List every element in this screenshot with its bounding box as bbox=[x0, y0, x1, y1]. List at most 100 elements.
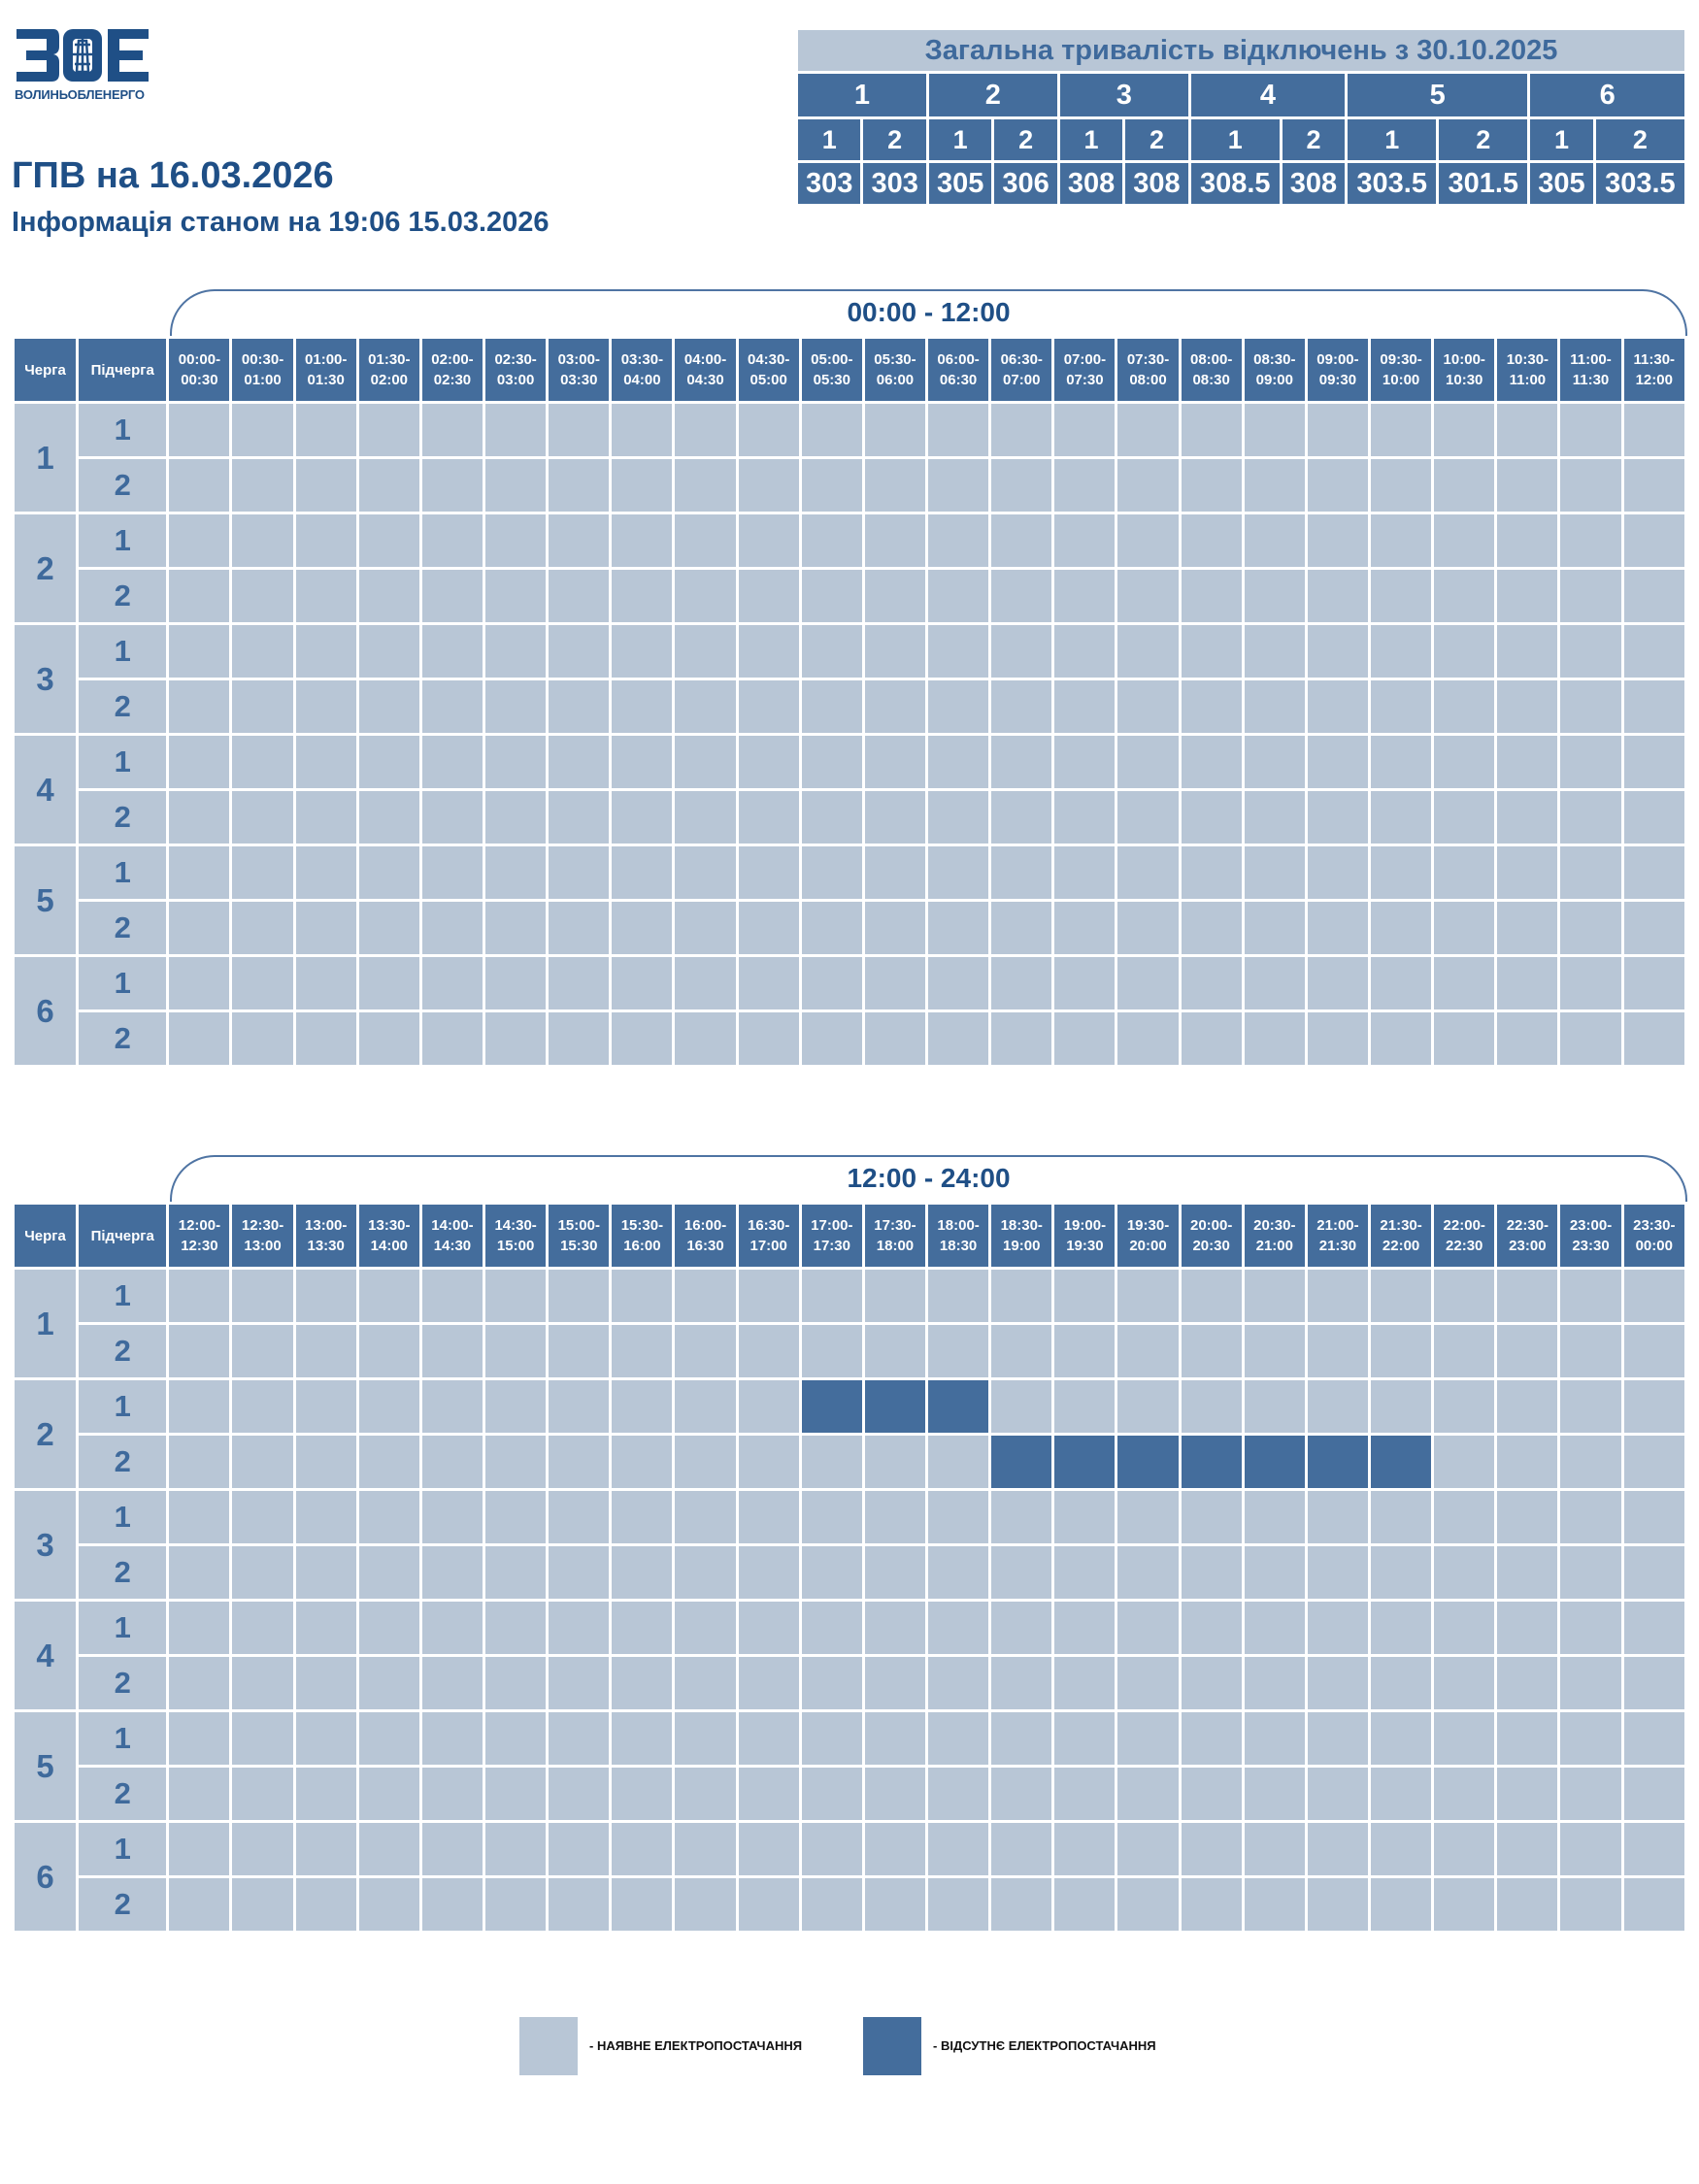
power-on-cell bbox=[1494, 567, 1561, 625]
power-on-cell bbox=[229, 844, 296, 902]
power-on-cell bbox=[355, 1377, 422, 1436]
power-on-cell bbox=[1241, 512, 1308, 570]
power-on-cell bbox=[1431, 899, 1498, 957]
power-on-cell bbox=[1368, 733, 1435, 791]
power-on-cell bbox=[735, 788, 802, 846]
power-on-cell bbox=[1557, 1267, 1624, 1325]
range-label: 00:00 - 12:00 bbox=[847, 297, 1011, 327]
power-on-cell bbox=[1494, 1875, 1561, 1934]
summary-queue-header: 3 bbox=[1056, 71, 1191, 119]
power-on-cell bbox=[672, 1654, 739, 1712]
power-on-cell bbox=[1178, 1377, 1245, 1436]
power-on-cell bbox=[609, 678, 676, 736]
power-on-cell bbox=[1051, 1377, 1118, 1436]
power-on-cell bbox=[1431, 567, 1498, 625]
outage-cell bbox=[1241, 1433, 1308, 1491]
power-on-cell bbox=[925, 1765, 992, 1823]
power-on-cell bbox=[546, 899, 613, 957]
power-on-cell bbox=[1494, 1488, 1561, 1546]
queue-label: 6 bbox=[11, 1820, 80, 1934]
power-on-cell bbox=[1115, 954, 1182, 1012]
queue-label: 3 bbox=[11, 622, 80, 736]
power-on-cell bbox=[672, 954, 739, 1012]
power-on-cell bbox=[1431, 1433, 1498, 1491]
power-on-cell bbox=[1178, 678, 1245, 736]
power-on-cell bbox=[735, 1009, 802, 1068]
summary-queue-header: 2 bbox=[925, 71, 1060, 119]
power-on-cell bbox=[1620, 1820, 1688, 1878]
power-on-cell bbox=[292, 456, 359, 514]
power-on-cell bbox=[1051, 1009, 1118, 1068]
power-on-cell bbox=[1494, 1765, 1561, 1823]
queue-label: 5 bbox=[11, 1709, 80, 1823]
subqueue-label: 2 bbox=[76, 1433, 170, 1491]
power-on-cell bbox=[166, 456, 233, 514]
power-on-cell bbox=[925, 512, 992, 570]
power-on-cell bbox=[418, 844, 486, 902]
time-slot-header: 01:00- 01:30 bbox=[292, 336, 359, 404]
power-on-cell bbox=[1620, 1599, 1688, 1657]
power-on-cell bbox=[1557, 1322, 1624, 1380]
power-on-cell bbox=[1431, 1009, 1498, 1068]
power-on-cell bbox=[166, 899, 233, 957]
queue-label: 2 bbox=[11, 1377, 80, 1491]
time-slot-header: 06:30- 07:00 bbox=[988, 336, 1055, 404]
power-on-cell bbox=[1431, 1599, 1498, 1657]
power-on-cell bbox=[1368, 1765, 1435, 1823]
summary-duration-value: 303 bbox=[860, 160, 929, 207]
power-on-cell bbox=[1431, 1322, 1498, 1380]
power-on-cell bbox=[546, 678, 613, 736]
summary-duration-value: 305 bbox=[925, 160, 995, 207]
power-on-cell bbox=[418, 567, 486, 625]
power-on-cell bbox=[166, 401, 233, 459]
power-on-cell bbox=[355, 1433, 422, 1491]
power-on-cell bbox=[672, 1267, 739, 1325]
power-on-cell bbox=[483, 733, 550, 791]
power-on-cell bbox=[1304, 1009, 1372, 1068]
power-on-cell bbox=[735, 899, 802, 957]
power-on-cell bbox=[1051, 1820, 1118, 1878]
power-on-cell bbox=[546, 1377, 613, 1436]
power-on-cell bbox=[355, 1765, 422, 1823]
power-on-cell bbox=[292, 1599, 359, 1657]
power-on-cell bbox=[672, 899, 739, 957]
power-on-cell bbox=[1494, 1654, 1561, 1712]
power-on-cell bbox=[166, 788, 233, 846]
power-on-cell bbox=[1304, 622, 1372, 680]
power-on-cell bbox=[1368, 1820, 1435, 1878]
power-on-cell bbox=[1557, 1709, 1624, 1768]
power-on-cell bbox=[1494, 401, 1561, 459]
summary-subqueue-header: 2 bbox=[1279, 116, 1349, 163]
power-on-cell bbox=[1431, 954, 1498, 1012]
power-on-cell bbox=[546, 788, 613, 846]
queue-column-header: Черга bbox=[11, 1202, 80, 1270]
power-on-cell bbox=[483, 512, 550, 570]
summary-queue-header: 6 bbox=[1527, 71, 1687, 119]
power-on-cell bbox=[1368, 622, 1435, 680]
power-on-cell bbox=[735, 622, 802, 680]
power-on-cell bbox=[483, 456, 550, 514]
power-on-cell bbox=[1494, 1377, 1561, 1436]
power-on-cell bbox=[735, 844, 802, 902]
power-on-cell bbox=[861, 401, 929, 459]
power-on-cell bbox=[1241, 1377, 1308, 1436]
power-on-cell bbox=[292, 1820, 359, 1878]
power-on-cell bbox=[1494, 1820, 1561, 1878]
power-on-cell bbox=[1557, 1820, 1624, 1878]
power-on-cell bbox=[798, 1009, 865, 1068]
power-on-cell bbox=[609, 1820, 676, 1878]
power-on-cell bbox=[925, 1599, 992, 1657]
subqueue-column-header: Підчерга bbox=[76, 336, 170, 404]
power-on-cell bbox=[292, 1009, 359, 1068]
power-on-cell bbox=[1115, 1820, 1182, 1878]
power-on-cell bbox=[546, 1543, 613, 1602]
power-on-cell bbox=[1368, 512, 1435, 570]
time-slot-header: 12:00- 12:30 bbox=[166, 1202, 233, 1270]
power-on-cell bbox=[418, 733, 486, 791]
power-on-cell bbox=[418, 1599, 486, 1657]
power-on-cell bbox=[1304, 1875, 1372, 1934]
power-on-cell bbox=[988, 567, 1055, 625]
power-on-cell bbox=[1431, 622, 1498, 680]
